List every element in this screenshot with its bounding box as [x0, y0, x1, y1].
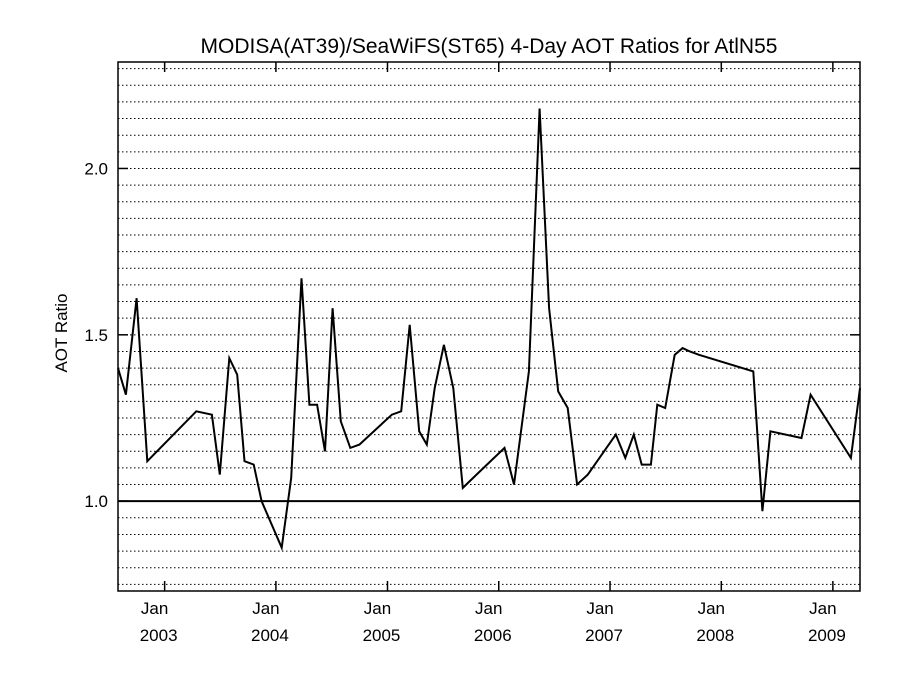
y-axis: 1.0 1.5 2.0 — [84, 159, 860, 511]
x-tick-month-label: Jan — [364, 599, 391, 618]
x-tick-year-label: 2006 — [474, 626, 512, 645]
x-axis: Jan 2003 Jan 2004 Jan 2005 Jan 2006 Jan 2007 Jan 20… — [140, 62, 846, 645]
x-tick-year-label: 2004 — [251, 626, 289, 645]
x-tick-month-label: Jan — [809, 599, 836, 618]
series-line — [117, 108, 861, 552]
chart-title: MODISA(AT39)/SeaWiFS(ST65) 4-Day AOT Rat… — [201, 35, 778, 58]
y-axis-label: AOT Ratio — [52, 293, 71, 372]
x-tick-month-label: Jan — [586, 599, 613, 618]
x-tick-year-label: 2007 — [585, 626, 623, 645]
plot-frame — [117, 61, 861, 592]
x-tick-month-label: Jan — [141, 599, 168, 618]
x-tick-year-label: 2003 — [140, 626, 178, 645]
x-tick-month-label: Jan — [698, 599, 725, 618]
grid-lines — [118, 68, 860, 585]
x-tick-month-label: Jan — [475, 599, 502, 618]
y-tick-label: 1.0 — [84, 492, 108, 511]
x-tick-month-label: Jan — [252, 599, 279, 618]
y-tick-label: 2.0 — [84, 159, 108, 178]
x-tick-year-label: 2005 — [363, 626, 401, 645]
x-tick-year-label: 2008 — [696, 626, 734, 645]
x-tick-year-label: 2009 — [808, 626, 846, 645]
y-tick-label: 1.5 — [84, 326, 108, 345]
